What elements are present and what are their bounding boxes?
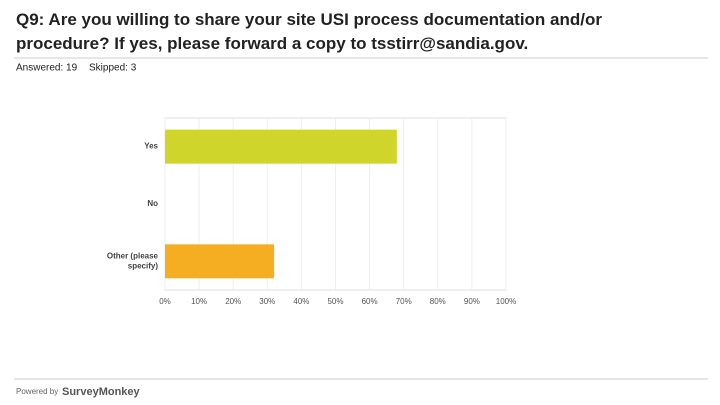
brand: SurveyMonkey	[62, 386, 141, 398]
x-tick-label: 40%	[293, 297, 309, 306]
bar	[165, 244, 275, 279]
x-tick-label: 50%	[327, 297, 343, 306]
x-tick-label: 0%	[159, 297, 171, 306]
powered-by: Powered by	[16, 387, 58, 396]
x-tick-label: 80%	[430, 297, 446, 306]
y-tick-label: Other (please specify)	[107, 251, 159, 270]
x-tick-label: 30%	[259, 297, 275, 306]
x-tick-label: 90%	[464, 297, 480, 306]
bar	[165, 129, 397, 164]
y-tick-label: No	[147, 199, 158, 208]
chart-title: Q9: Are you willing to share your site U…	[16, 10, 602, 53]
y-tick-label: Yes	[144, 142, 158, 151]
x-tick-label: 60%	[362, 297, 378, 306]
skipped-count: Skipped: 3	[89, 63, 137, 74]
x-tick-label: 100%	[496, 297, 516, 306]
x-tick-label: 10%	[191, 297, 207, 306]
x-tick-label: 70%	[396, 297, 412, 306]
x-tick-label: 20%	[225, 297, 241, 306]
answered-count: Answered: 19	[16, 63, 78, 74]
